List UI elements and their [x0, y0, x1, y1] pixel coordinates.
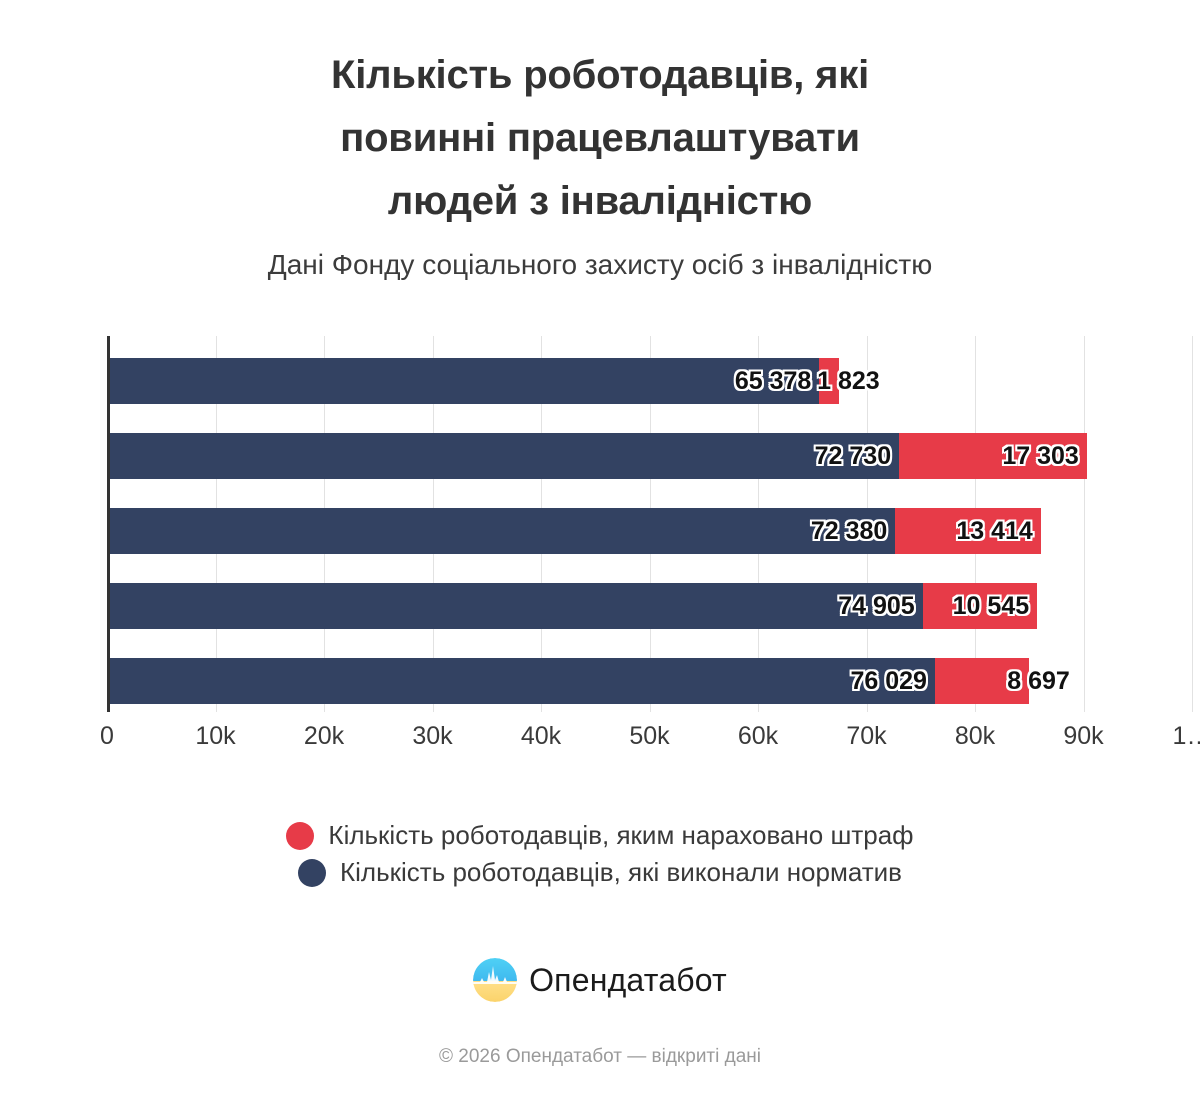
- x-axis-tick-label: 20k: [303, 722, 345, 750]
- chart-title-line-3: людей з інвалідністю: [387, 179, 813, 224]
- gridline: [1083, 336, 1085, 712]
- x-axis-tick-label: 10k: [195, 722, 236, 750]
- chart-title-line-1: Кількість роботодавців, які: [331, 53, 869, 97]
- x-axis-tick-label: 90k: [1063, 722, 1104, 750]
- bar-segment-fine[interactable]: 13 414: [895, 508, 1041, 554]
- bar-value-label: 72 730: [814, 441, 892, 470]
- bar-segment-norm[interactable]: 72 380: [110, 508, 896, 554]
- bar-segment-fine[interactable]: 10 545: [922, 583, 1038, 629]
- bar-segment-norm[interactable]: 74 905: [110, 583, 923, 629]
- bar-value-label: 76 029: [850, 666, 927, 695]
- bar-segment-fine[interactable]: 1 823: [817, 358, 880, 404]
- chart-subtitle: Дані Фонду соціального захисту осіб з ін…: [267, 248, 933, 280]
- bar-segment-fine[interactable]: 8 697: [934, 658, 1070, 704]
- y-axis-line: [107, 336, 110, 712]
- bar-segment-norm[interactable]: 76 029: [110, 658, 935, 704]
- bar-value-label: 8 697: [1007, 666, 1070, 695]
- bar-value-label: 65 378: [734, 366, 812, 395]
- legend-label: Кількість роботодавців, які виконали нор…: [340, 857, 902, 887]
- x-axis-tick-label: 40k: [520, 722, 562, 750]
- bar-value-label: 13 414: [956, 516, 1033, 545]
- opendatabot-circle-icon: [473, 958, 518, 1002]
- legend-item[interactable]: Кількість роботодавців, які виконали нор…: [298, 857, 902, 888]
- legend-item[interactable]: Кількість роботодавців, яким нараховано …: [286, 820, 914, 851]
- gridline: [1192, 336, 1193, 712]
- x-axis-tick-label: 30k: [412, 722, 453, 750]
- legend-label: Кількість роботодавців, яким нараховано …: [328, 820, 914, 850]
- bar-segment-norm[interactable]: 72 730: [110, 433, 900, 479]
- x-axis-tick-label: 1…: [1172, 722, 1200, 750]
- x-axis-tick-label: 60k: [737, 722, 779, 750]
- x-axis-tick-label: 80k: [954, 722, 996, 750]
- x-axis-tick-label: 70k: [846, 722, 887, 750]
- bar-segment-norm[interactable]: 65 378: [110, 358, 820, 404]
- brand-name: Опендатабот: [529, 961, 727, 998]
- legend-color-dot: [298, 858, 326, 887]
- x-axis-tick-label: 50k: [629, 722, 670, 750]
- brand-block: Опендатабот: [0, 958, 1200, 1002]
- title-block: Кількість роботодавців, які повинні прац…: [0, 0, 1200, 281]
- legend-color-dot: [286, 821, 315, 850]
- bar-value-label: 72 380: [810, 516, 888, 545]
- bar-value-label: 74 905: [838, 591, 915, 620]
- chart-title: Кількість роботодавців, які повинні прац…: [220, 44, 980, 234]
- bar-value-label: 10 545: [952, 591, 1030, 620]
- bar-segment-fine[interactable]: 17 303: [899, 433, 1087, 479]
- footer-copyright: © 2026 Опендатабот — відкриті дані: [439, 1046, 761, 1067]
- chart-title-line-2: повинні працевлаштувати: [340, 116, 860, 161]
- x-axis-tick-label: 0: [100, 722, 114, 750]
- chart-legend: Кількість роботодавців, яким нараховано …: [0, 820, 1200, 894]
- bar-value-label: 17 303: [1002, 441, 1079, 470]
- bar-value-label: 1 823: [817, 366, 880, 395]
